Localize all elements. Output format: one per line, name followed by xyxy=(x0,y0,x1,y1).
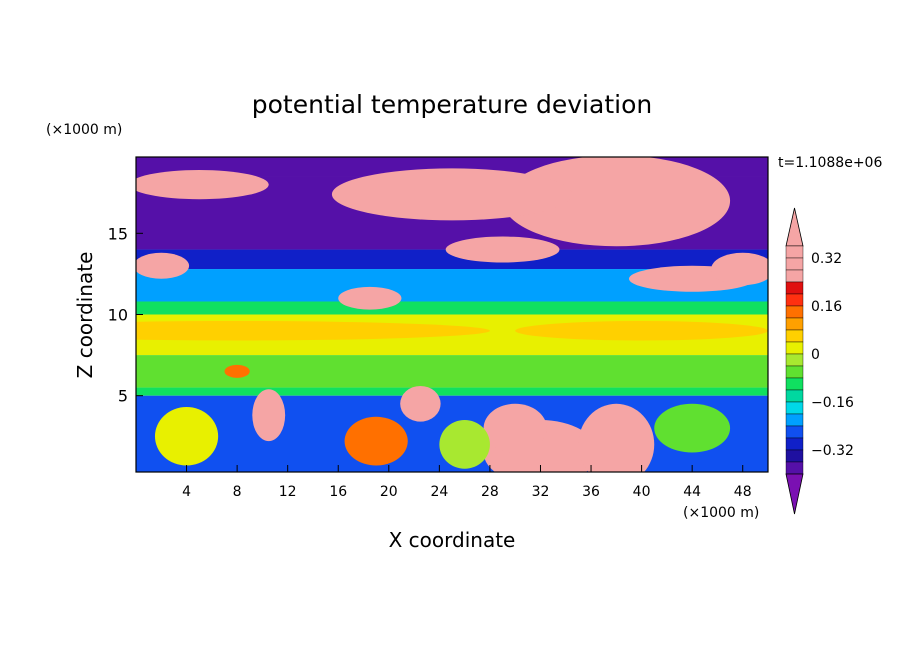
colorbar-swatch xyxy=(785,281,804,295)
x-tick-label: 24 xyxy=(430,484,448,500)
colorbar-swatch xyxy=(785,329,804,343)
x-axis-label: X coordinate xyxy=(389,528,516,552)
colorbar-swatch xyxy=(785,461,804,475)
y-tick-label: 5 xyxy=(118,387,128,406)
colorbar-label: −0.32 xyxy=(811,443,854,459)
x-tick-label: 40 xyxy=(633,484,651,500)
time-label: t=1.1088e+06 xyxy=(778,155,882,171)
field-anomaly-3 xyxy=(445,236,560,263)
field-band-7 xyxy=(136,387,768,396)
y-axis-label: Z coordinate xyxy=(73,252,97,379)
colorbar-swatch xyxy=(785,341,804,355)
x-tick-label: 8 xyxy=(233,484,242,500)
field-anomaly-6 xyxy=(136,252,190,279)
y-axis-ticks: 5 10 15 xyxy=(108,224,143,406)
field-band-2 xyxy=(136,249,768,270)
colorbar-swatch xyxy=(785,425,804,439)
colorbar-label: 0.16 xyxy=(811,299,842,315)
field-anomaly-1 xyxy=(331,168,573,221)
colorbar: 0.32 0.16 0 −0.16 −0.32 xyxy=(785,207,854,515)
field-band-4 xyxy=(136,301,768,315)
x-tick-label: 44 xyxy=(683,484,701,500)
colorbar-min-triangle xyxy=(785,473,804,515)
colorbar-swatch xyxy=(785,305,804,319)
colorbar-swatch xyxy=(785,365,804,379)
colorbar-swatch xyxy=(785,437,804,451)
plot-area xyxy=(136,157,768,472)
field-anomaly-19 xyxy=(515,320,768,341)
colorbar-label: −0.16 xyxy=(811,395,854,411)
x-tick-label: 20 xyxy=(380,484,398,500)
field-anomaly-0 xyxy=(502,157,731,247)
colorbar-swatch xyxy=(785,269,804,283)
x-axis-ticks: 4 8 12 16 20 24 28 32 36 40 44 48 xyxy=(182,465,752,500)
x-unit-label: (×1000 m) xyxy=(683,505,759,521)
field-anomaly-12 xyxy=(483,403,547,453)
colorbar-label: 0 xyxy=(811,347,820,363)
colorbar-swatch xyxy=(785,389,804,403)
field-anomaly-8 xyxy=(252,389,286,442)
colorbar-swatch xyxy=(785,401,804,415)
x-tick-label: 16 xyxy=(329,484,347,500)
field-anomalies xyxy=(136,157,768,472)
field-anomaly-14 xyxy=(154,407,219,466)
colorbar-swatch xyxy=(785,293,804,307)
colorbar-swatch xyxy=(785,245,804,259)
colorbar-max-triangle xyxy=(785,207,804,247)
field-anomaly-16 xyxy=(654,403,731,453)
field-anomaly-9 xyxy=(400,385,441,422)
field-anomaly-15 xyxy=(439,420,490,469)
x-tick-label: 12 xyxy=(279,484,297,500)
field-anomaly-13 xyxy=(344,416,408,466)
x-tick-label: 48 xyxy=(734,484,752,500)
colorbar-swatch xyxy=(785,377,804,391)
field-anomaly-5 xyxy=(711,252,768,286)
y-tick-label: 10 xyxy=(108,306,128,325)
x-tick-label: 36 xyxy=(582,484,600,500)
field-anomaly-18 xyxy=(136,320,490,341)
chart-title: potential temperature deviation xyxy=(252,90,652,119)
field-anomaly-17 xyxy=(224,364,250,378)
x-tick-label: 4 xyxy=(182,484,191,500)
x-tick-label: 28 xyxy=(481,484,499,500)
colorbar-swatch xyxy=(785,413,804,427)
colorbar-swatch xyxy=(785,449,804,463)
field-anomaly-7 xyxy=(338,286,402,310)
field-anomaly-11 xyxy=(578,403,655,472)
y-unit-label: (×1000 m) xyxy=(46,122,122,138)
colorbar-swatch xyxy=(785,257,804,271)
y-tick-label: 15 xyxy=(108,224,128,243)
colorbar-label: 0.32 xyxy=(811,251,842,267)
colorbar-swatch xyxy=(785,353,804,367)
colorbar-swatch xyxy=(785,317,804,331)
x-tick-label: 32 xyxy=(532,484,550,500)
field-anomaly-2 xyxy=(136,169,269,200)
